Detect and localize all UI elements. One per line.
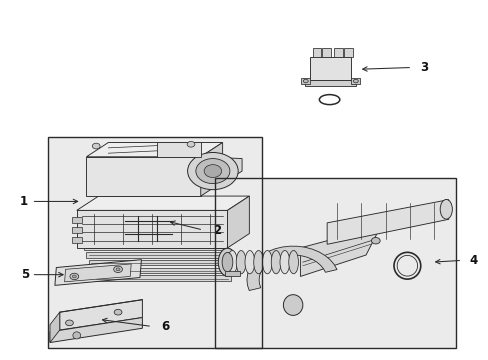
Polygon shape bbox=[300, 226, 380, 276]
Polygon shape bbox=[312, 48, 321, 57]
Circle shape bbox=[116, 268, 120, 271]
Polygon shape bbox=[60, 300, 142, 330]
Polygon shape bbox=[198, 157, 242, 182]
Polygon shape bbox=[86, 252, 226, 257]
Ellipse shape bbox=[236, 251, 245, 274]
Polygon shape bbox=[224, 271, 239, 276]
Circle shape bbox=[187, 153, 238, 190]
Polygon shape bbox=[309, 57, 351, 80]
Ellipse shape bbox=[280, 251, 289, 274]
Polygon shape bbox=[301, 78, 309, 84]
Polygon shape bbox=[326, 200, 448, 244]
Circle shape bbox=[70, 273, 79, 280]
Text: 6: 6 bbox=[161, 320, 169, 333]
Polygon shape bbox=[157, 143, 201, 157]
Ellipse shape bbox=[288, 251, 298, 274]
Polygon shape bbox=[351, 78, 360, 84]
Polygon shape bbox=[55, 260, 141, 285]
Polygon shape bbox=[50, 312, 60, 342]
Ellipse shape bbox=[244, 251, 254, 274]
Circle shape bbox=[196, 158, 229, 184]
Polygon shape bbox=[50, 318, 142, 342]
Ellipse shape bbox=[271, 251, 281, 274]
Text: 1: 1 bbox=[20, 195, 28, 208]
Polygon shape bbox=[227, 196, 249, 248]
Polygon shape bbox=[72, 237, 81, 243]
Polygon shape bbox=[91, 267, 229, 273]
Circle shape bbox=[114, 309, 122, 315]
Text: 3: 3 bbox=[420, 61, 428, 74]
Polygon shape bbox=[344, 48, 352, 57]
Ellipse shape bbox=[439, 199, 451, 219]
Ellipse shape bbox=[283, 295, 302, 315]
Ellipse shape bbox=[222, 252, 232, 272]
Ellipse shape bbox=[262, 251, 272, 274]
Polygon shape bbox=[94, 275, 230, 281]
Polygon shape bbox=[64, 264, 131, 282]
Text: 4: 4 bbox=[468, 254, 476, 267]
Circle shape bbox=[72, 275, 76, 278]
Circle shape bbox=[203, 165, 221, 177]
Circle shape bbox=[187, 141, 195, 147]
Polygon shape bbox=[72, 217, 81, 222]
Polygon shape bbox=[201, 143, 222, 196]
Polygon shape bbox=[334, 48, 343, 57]
Ellipse shape bbox=[253, 251, 263, 274]
Circle shape bbox=[65, 320, 73, 326]
Text: 2: 2 bbox=[212, 224, 221, 237]
Polygon shape bbox=[89, 260, 227, 265]
Polygon shape bbox=[322, 48, 330, 57]
Polygon shape bbox=[86, 157, 201, 196]
Polygon shape bbox=[86, 143, 222, 157]
Circle shape bbox=[353, 79, 358, 83]
Polygon shape bbox=[47, 137, 261, 348]
Polygon shape bbox=[72, 227, 81, 233]
Polygon shape bbox=[77, 196, 249, 210]
Ellipse shape bbox=[227, 251, 237, 274]
Ellipse shape bbox=[73, 332, 81, 339]
Polygon shape bbox=[305, 80, 356, 86]
Polygon shape bbox=[246, 246, 336, 291]
Circle shape bbox=[92, 143, 100, 149]
Ellipse shape bbox=[218, 248, 236, 276]
Circle shape bbox=[303, 79, 307, 83]
Polygon shape bbox=[215, 178, 455, 348]
Polygon shape bbox=[77, 210, 227, 248]
Text: 5: 5 bbox=[21, 268, 29, 281]
Polygon shape bbox=[84, 244, 224, 249]
Circle shape bbox=[371, 238, 379, 244]
Circle shape bbox=[114, 266, 122, 273]
